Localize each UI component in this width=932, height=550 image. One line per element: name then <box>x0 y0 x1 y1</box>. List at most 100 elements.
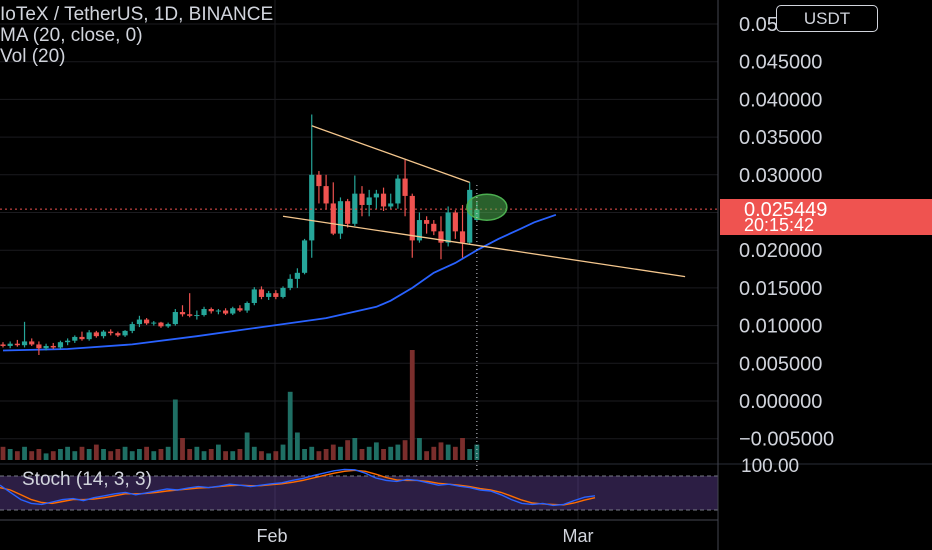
volume-bar <box>294 432 300 460</box>
volume-bar <box>417 438 422 460</box>
candle-body <box>359 193 365 205</box>
price-tick-label: 0.020000 <box>739 240 822 262</box>
candle-body <box>57 342 64 348</box>
candle-body <box>438 231 444 243</box>
candle-body <box>72 336 78 341</box>
volume-bar <box>93 444 99 460</box>
volume-bar <box>230 451 236 460</box>
volume-bar <box>14 451 20 460</box>
candle-body <box>330 203 336 234</box>
volume-bar <box>216 444 221 460</box>
candle-body <box>215 310 221 312</box>
candle-body <box>395 178 401 204</box>
candle-body <box>244 302 250 311</box>
candle-body <box>100 331 107 337</box>
volume-bar <box>144 446 149 460</box>
candle-body <box>409 195 415 241</box>
volume-bar <box>72 451 78 460</box>
volume-bar <box>172 399 178 460</box>
volume-bar <box>237 449 243 460</box>
volume-bar <box>7 449 13 460</box>
volume-bar <box>445 444 451 460</box>
candle-body <box>136 319 143 325</box>
candle-body <box>301 240 308 273</box>
candle-body <box>323 186 329 204</box>
candle-body <box>0 344 6 346</box>
volume-bar <box>395 444 401 460</box>
candle-body <box>345 201 351 224</box>
volume-bar <box>115 449 121 460</box>
candle-body <box>424 220 430 224</box>
candle-body <box>380 193 387 207</box>
candle-body <box>165 324 171 327</box>
volume-bar <box>323 449 329 460</box>
candle-body <box>452 212 458 232</box>
ma-indicator-label[interactable]: MA (20, close, 0) <box>0 25 143 46</box>
volume-bar <box>345 440 351 460</box>
stoch-k-line <box>0 468 596 507</box>
highlight-ellipse <box>466 193 508 221</box>
volume-bar <box>302 449 307 460</box>
candle-body <box>93 332 99 337</box>
currency-button[interactable]: USDT <box>776 5 878 32</box>
symbol-title[interactable]: IoTeX / TetherUS, 1D, BINANCE <box>0 4 274 25</box>
candle-body <box>352 193 358 224</box>
candle-body <box>366 197 372 205</box>
volume-bar <box>431 446 437 460</box>
time-tick-label: Mar <box>563 526 594 546</box>
price-grid <box>0 0 718 520</box>
volume-bar <box>223 451 228 460</box>
volume-bar <box>43 453 49 460</box>
volume-bar <box>187 449 193 460</box>
candle-body <box>237 308 243 311</box>
volume-bar <box>65 446 71 460</box>
candle-body <box>208 309 214 312</box>
volume-bar <box>280 444 286 460</box>
trendlines <box>282 125 686 278</box>
price-tick-label: 0.010000 <box>739 316 822 338</box>
candle-body <box>21 341 28 346</box>
candle-body <box>86 332 92 340</box>
volume-bar <box>452 446 458 460</box>
candle-body <box>388 203 394 207</box>
stoch-indicator-label[interactable]: Stoch (14, 3, 3) <box>22 469 152 490</box>
last-price-tag: 0.025449 20:15:42 <box>720 199 932 235</box>
candle-body <box>194 315 200 317</box>
volume-bar <box>108 451 114 460</box>
price-tick-label: 0.005000 <box>739 353 822 375</box>
volume-bar <box>388 446 394 460</box>
volume-bar <box>201 451 207 460</box>
candle-body <box>459 231 466 243</box>
candle-body <box>230 308 236 314</box>
volume-bar <box>29 451 35 460</box>
price-tick-label: 0.040000 <box>739 89 822 111</box>
volume-bar <box>373 442 379 460</box>
last-price-value: 0.025449 <box>744 199 828 221</box>
volume-bar <box>208 449 214 460</box>
volume-bar <box>424 451 430 460</box>
candle-body <box>467 189 473 243</box>
overlay <box>0 185 718 470</box>
candle-body <box>172 312 178 325</box>
candle-body <box>108 331 114 334</box>
candle-body <box>402 178 408 196</box>
price-tick-label: 0.030000 <box>739 165 822 187</box>
price-tick-label: 0.015000 <box>739 278 822 300</box>
volume-bar <box>36 449 42 460</box>
volume-bar <box>438 442 444 460</box>
volume-indicator-label[interactable]: Vol (20) <box>0 46 66 67</box>
candle-body <box>43 345 49 349</box>
ma20-line <box>2 213 557 352</box>
candle-body <box>222 310 229 314</box>
candle-body <box>129 324 135 331</box>
volume-bar <box>381 449 386 460</box>
volume-bar <box>402 440 408 460</box>
candle-body <box>273 293 279 297</box>
volume-bar <box>22 446 27 460</box>
volume-bar <box>352 438 358 460</box>
volume-bar <box>409 350 415 460</box>
volume-bar <box>151 451 157 460</box>
candle-body <box>431 223 437 232</box>
ma-line-layer <box>2 213 557 352</box>
